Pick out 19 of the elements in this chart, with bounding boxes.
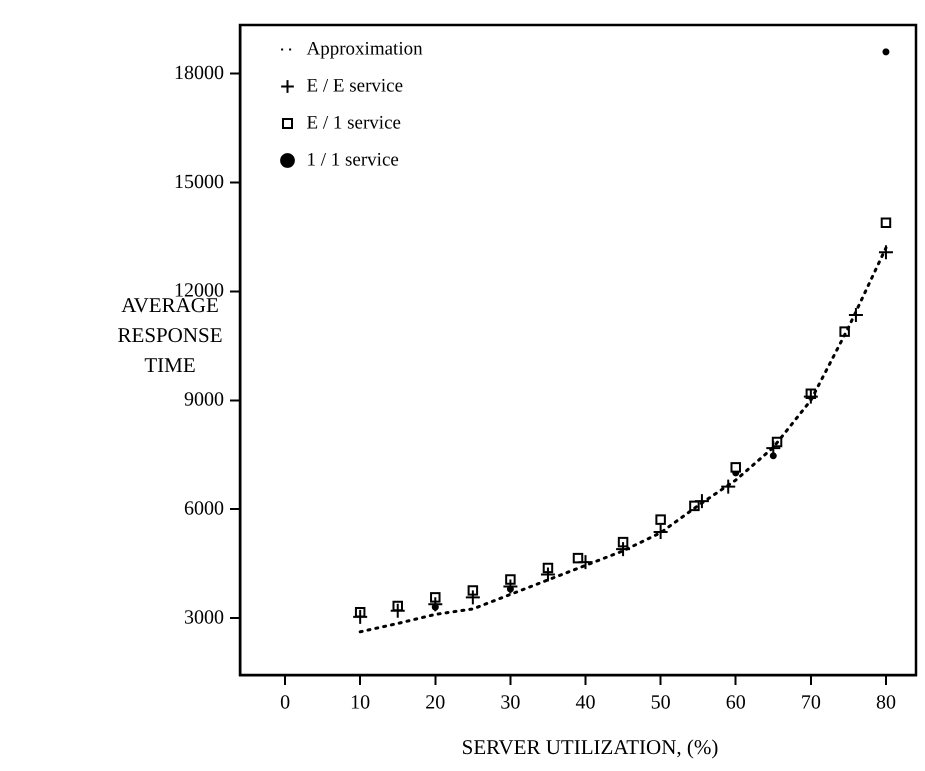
x-tick-label: 40 <box>576 691 596 714</box>
x-tick-label: 50 <box>650 691 671 714</box>
x-tick-label: 10 <box>350 691 370 714</box>
x-tick-label: 30 <box>500 691 520 714</box>
x-tick-label: 0 <box>280 691 290 714</box>
x-tick-label: 60 <box>726 691 746 714</box>
x-axis-title: SERVER UTILIZATION, (%) <box>460 735 720 760</box>
legend-label: Approximation <box>306 38 424 60</box>
legend-label: E / E service <box>306 75 404 96</box>
x-tick-label: 70 <box>800 691 821 714</box>
x-tick-label: 80 <box>876 691 896 714</box>
y-tick-label: 3000 <box>184 606 224 628</box>
legend-label: 1 / 1 service <box>306 149 399 170</box>
y-tick-label: 15000 <box>174 170 224 193</box>
y-tick-label: 6000 <box>184 497 224 520</box>
x-tick-label: 20 <box>425 691 446 714</box>
y-tick-label: 9000 <box>184 388 224 411</box>
legend-label: E / 1 service <box>306 112 401 134</box>
y-tick-label: 18000 <box>174 62 224 84</box>
